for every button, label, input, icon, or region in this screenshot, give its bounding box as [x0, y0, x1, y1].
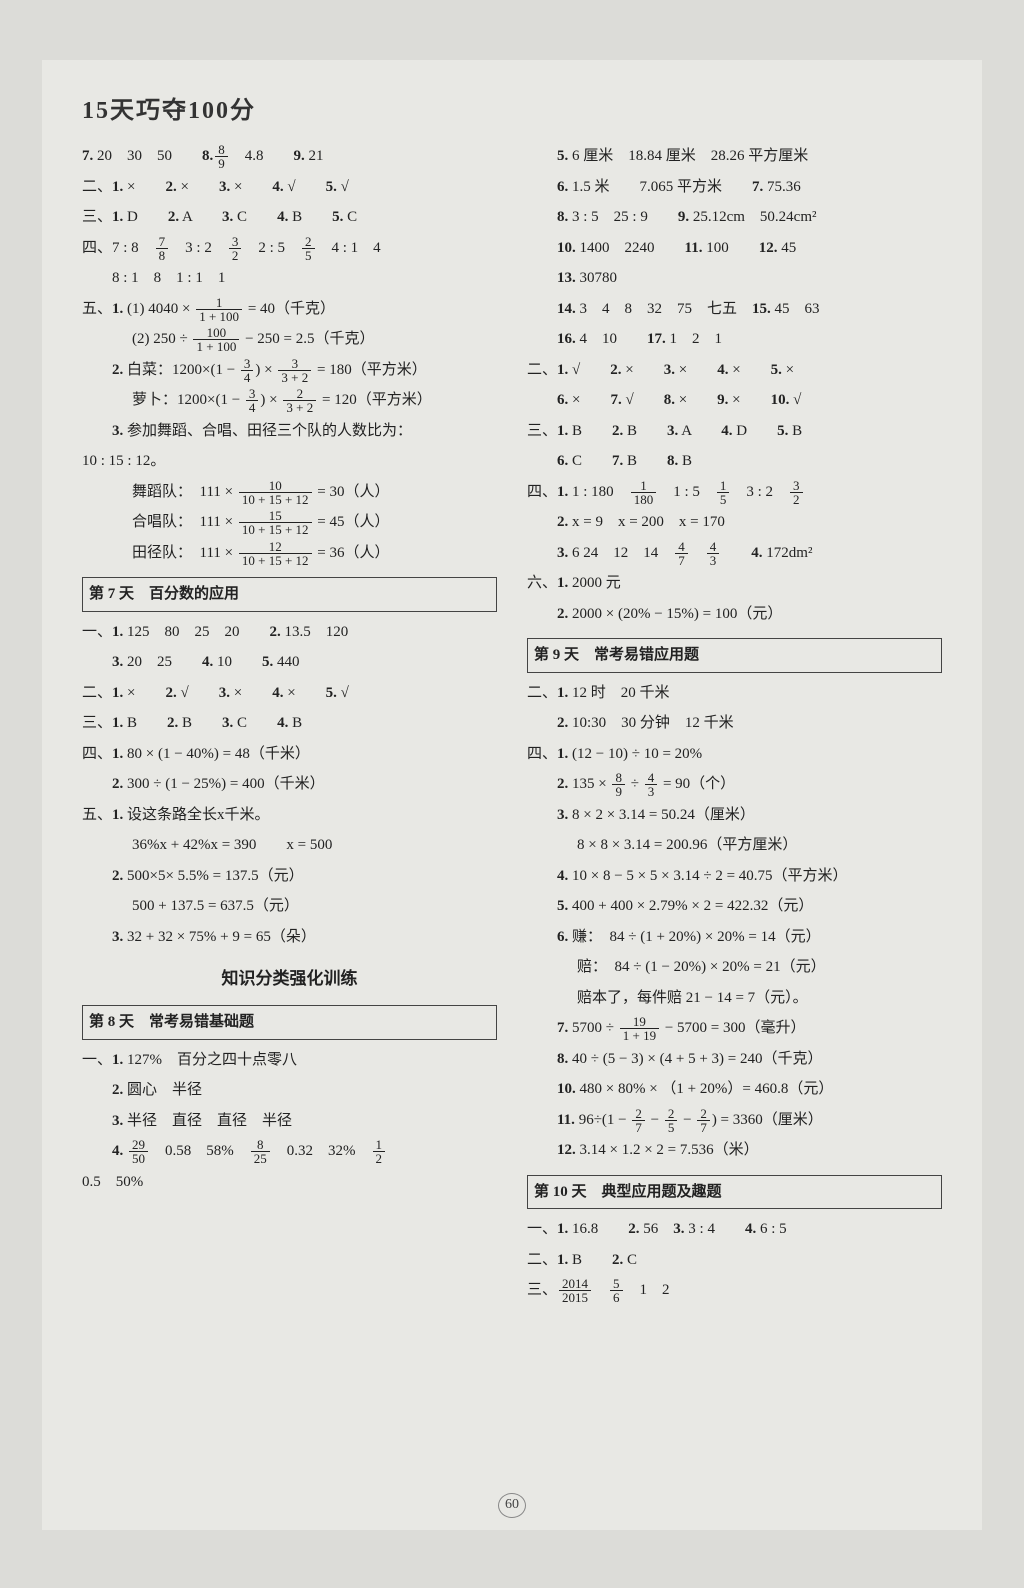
right-column: 5. 6 厘米 18.84 厘米 28.26 平方厘米6. 1.5 米 7.06… [527, 140, 942, 1307]
text-line: 12. 3.14 × 1.2 × 2 = 7.536（米） [527, 1136, 942, 1165]
columns: 7. 20 30 50 8.89 4.8 9. 21二、1. × 2. × 3.… [82, 140, 942, 1307]
text-line: 5. 6 厘米 18.84 厘米 28.26 平方厘米 [527, 142, 942, 171]
section-header: 第 8 天 常考易错基础题 [82, 1005, 497, 1040]
text-line: 6. 赚： 84 ÷ (1 + 20%) × 20% = 14（元） [527, 923, 942, 952]
text-line: 三、1. B 2. B 3. C 4. B [82, 709, 497, 738]
text-line: 3. 半径 直径 直径 半径 [82, 1107, 497, 1136]
text-line: 3. 6 24 12 14 47 43 4. 172dm² [527, 539, 942, 568]
text-line: 2. 300 ÷ (1 − 25%) = 400（千米） [82, 770, 497, 799]
text-line: 二、1. √ 2. × 3. × 4. × 5. × [527, 356, 942, 385]
text-line: 3. 32 + 32 × 75% + 9 = 65（朵） [82, 923, 497, 952]
text-line: 三、1. B 2. B 3. A 4. D 5. B [527, 417, 942, 446]
text-line: 8. 3 : 5 25 : 9 9. 25.12cm 50.24cm² [527, 203, 942, 232]
text-line: 10 : 15 : 12。 [82, 447, 497, 476]
text-line: 2. 500×5× 5.5% = 137.5（元） [82, 862, 497, 891]
text-line: 萝卜：1200×(1 − 34) × 23 + 2 = 120（平方米） [82, 386, 497, 415]
text-line: 2. 135 × 89 ÷ 43 = 90（个） [527, 770, 942, 799]
left-column: 7. 20 30 50 8.89 4.8 9. 21二、1. × 2. × 3.… [82, 140, 497, 1307]
text-line: 五、1. (1) 4040 × 11 + 100 = 40（千克） [82, 295, 497, 324]
text-line: 2. 2000 × (20% − 15%) = 100（元） [527, 600, 942, 629]
text-line: 四、1. 1 : 180 1180 1 : 5 15 3 : 2 32 [527, 478, 942, 507]
text-line: 2. 圆心 半径 [82, 1076, 497, 1105]
text-line: 二、1. × 2. × 3. × 4. √ 5. √ [82, 173, 497, 202]
text-line: 六、1. 2000 元 [527, 569, 942, 598]
text-line: 0.5 50% [82, 1168, 497, 1197]
text-line: 7. 20 30 50 8.89 4.8 9. 21 [82, 142, 497, 171]
text-line: 36%x + 42%x = 390 x = 500 [82, 831, 497, 860]
text-line: 8 × 8 × 3.14 = 200.96（平方厘米） [527, 831, 942, 860]
text-line: 五、1. 设这条路全长x千米。 [82, 801, 497, 830]
text-line: 14. 3 4 8 32 75 七五 15. 45 63 [527, 295, 942, 324]
text-line: 四、1. (12 − 10) ÷ 10 = 20% [527, 740, 942, 769]
text-line: 四、1. 80 × (1 − 40%) = 48（千米） [82, 740, 497, 769]
text-line: (2) 250 ÷ 1001 + 100 − 250 = 2.5（千克） [82, 325, 497, 354]
text-line: 7. 5700 ÷ 191 + 19 − 5700 = 300（毫升） [527, 1014, 942, 1043]
text-line: 2. 10:30 30 分钟 12 千米 [527, 709, 942, 738]
text-line: 三、20142015 56 1 2 [527, 1276, 942, 1305]
text-line: 一、1. 125 80 25 20 2. 13.5 120 [82, 618, 497, 647]
text-line: 合唱队： 111 × 1510 + 15 + 12 = 45（人） [82, 508, 497, 537]
page-title: 15天巧夺100分 [82, 90, 942, 125]
text-line: 一、1. 16.8 2. 56 3. 3 : 4 4. 6 : 5 [527, 1215, 942, 1244]
text-line: 三、1. D 2. A 3. C 4. B 5. C [82, 203, 497, 232]
text-line: 赔： 84 ÷ (1 − 20%) × 20% = 21（元） [527, 953, 942, 982]
text-line: 10. 1400 2240 11. 100 12. 45 [527, 234, 942, 263]
text-line: 一、1. 127% 百分之四十点零八 [82, 1046, 497, 1075]
text-line: 16. 4 10 17. 1 2 1 [527, 325, 942, 354]
text-line: 500 + 137.5 = 637.5（元） [82, 892, 497, 921]
text-line: 11. 96÷(1 − 27 − 25 − 27) = 3360（厘米） [527, 1106, 942, 1135]
section-header: 第 7 天 百分数的应用 [82, 577, 497, 612]
text-line: 田径队： 111 × 1210 + 15 + 12 = 36（人） [82, 539, 497, 568]
text-line: 二、1. B 2. C [527, 1246, 942, 1275]
text-line: 3. 20 25 4. 10 5. 440 [82, 648, 497, 677]
text-line: 6. C 7. B 8. B [527, 447, 942, 476]
text-line: 3. 8 × 2 × 3.14 = 50.24（厘米） [527, 801, 942, 830]
text-line: 10. 480 × 80% × （1 + 20%）= 460.8（元） [527, 1075, 942, 1104]
text-line: 8 : 1 8 1 : 1 1 [82, 264, 497, 293]
document-page: 15天巧夺100分 7. 20 30 50 8.89 4.8 9. 21二、1.… [42, 60, 982, 1530]
text-line: 6. 1.5 米 7.065 平方米 7. 75.36 [527, 173, 942, 202]
page-number: 60 [498, 1493, 526, 1518]
text-line: 3. 参加舞蹈、合唱、田径三个队的人数比为： [82, 417, 497, 446]
section-header: 第 10 天 典型应用题及趣题 [527, 1175, 942, 1210]
text-line: 4. 2950 0.58 58% 825 0.32 32% 12 [82, 1137, 497, 1166]
text-line: 5. 400 + 400 × 2.79% × 2 = 422.32（元） [527, 892, 942, 921]
text-line: 舞蹈队： 111 × 1010 + 15 + 12 = 30（人） [82, 478, 497, 507]
text-line: 2. 白菜：1200×(1 − 34) × 33 + 2 = 180（平方米） [82, 356, 497, 385]
text-line: 二、1. × 2. √ 3. × 4. × 5. √ [82, 679, 497, 708]
text-line: 8. 40 ÷ (5 − 3) × (4 + 5 + 3) = 240（千克） [527, 1045, 942, 1074]
section-header: 知识分类强化训练 [82, 963, 497, 995]
text-line: 四、7 : 8 78 3 : 2 32 2 : 5 25 4 : 1 4 [82, 234, 497, 263]
text-line: 4. 10 × 8 − 5 × 5 × 3.14 ÷ 2 = 40.75（平方米… [527, 862, 942, 891]
text-line: 2. x = 9 x = 200 x = 170 [527, 508, 942, 537]
text-line: 二、1. 12 时 20 千米 [527, 679, 942, 708]
text-line: 6. × 7. √ 8. × 9. × 10. √ [527, 386, 942, 415]
text-line: 13. 30780 [527, 264, 942, 293]
section-header: 第 9 天 常考易错应用题 [527, 638, 942, 673]
text-line: 赔本了，每件赔 21 − 14 = 7（元）。 [527, 984, 942, 1013]
